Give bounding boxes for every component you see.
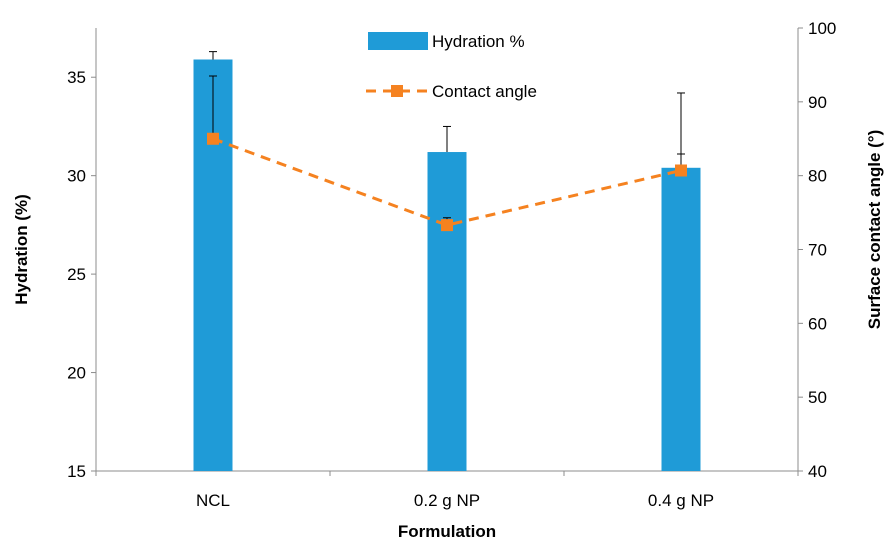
legend-label-hydration: Hydration % xyxy=(432,32,525,51)
y2-axis-title: Surface contact angle (°) xyxy=(865,130,884,330)
legend: Hydration % Contact angle xyxy=(366,32,537,101)
y2-tick-label: 50 xyxy=(808,388,827,407)
bar xyxy=(661,167,701,471)
axes: 15 20 25 30 35 40 50 60 70 80 90 100 NCL 0.2 g NP 0.4 … xyxy=(67,19,836,510)
y-tick-label: 15 xyxy=(67,462,86,481)
y-tick-label: 30 xyxy=(67,167,86,186)
x-tick-label: 0.2 g NP xyxy=(414,491,480,510)
contact-angle-point xyxy=(207,132,219,145)
y2-tick-label: 40 xyxy=(808,462,827,481)
contact-angle-series-line xyxy=(212,137,682,227)
legend-swatch-hydration xyxy=(368,32,428,50)
y-tick-label: 20 xyxy=(67,364,86,383)
y-tick-label: 35 xyxy=(67,68,86,87)
x-tick-label: NCL xyxy=(196,491,230,510)
contact-angle-line xyxy=(207,75,687,232)
contact-angle-point xyxy=(441,219,453,232)
legend-marker-contact-angle xyxy=(391,85,403,97)
y2-tick-label: 100 xyxy=(808,19,836,38)
x-tick-label: 0.4 g NP xyxy=(648,491,714,510)
y2-tick-label: 60 xyxy=(808,314,827,333)
bar xyxy=(427,152,467,472)
contact-angle-point xyxy=(675,164,687,177)
y2-tick-label: 80 xyxy=(808,167,827,186)
y2-tick-label: 90 xyxy=(808,93,827,112)
y2-tick-label: 70 xyxy=(808,241,827,260)
x-axis-title: Formulation xyxy=(398,522,496,541)
bars xyxy=(193,51,701,472)
y-tick-label: 25 xyxy=(67,265,86,284)
y-axis-title: Hydration (%) xyxy=(12,194,31,305)
legend-label-contact-angle: Contact angle xyxy=(432,82,537,101)
